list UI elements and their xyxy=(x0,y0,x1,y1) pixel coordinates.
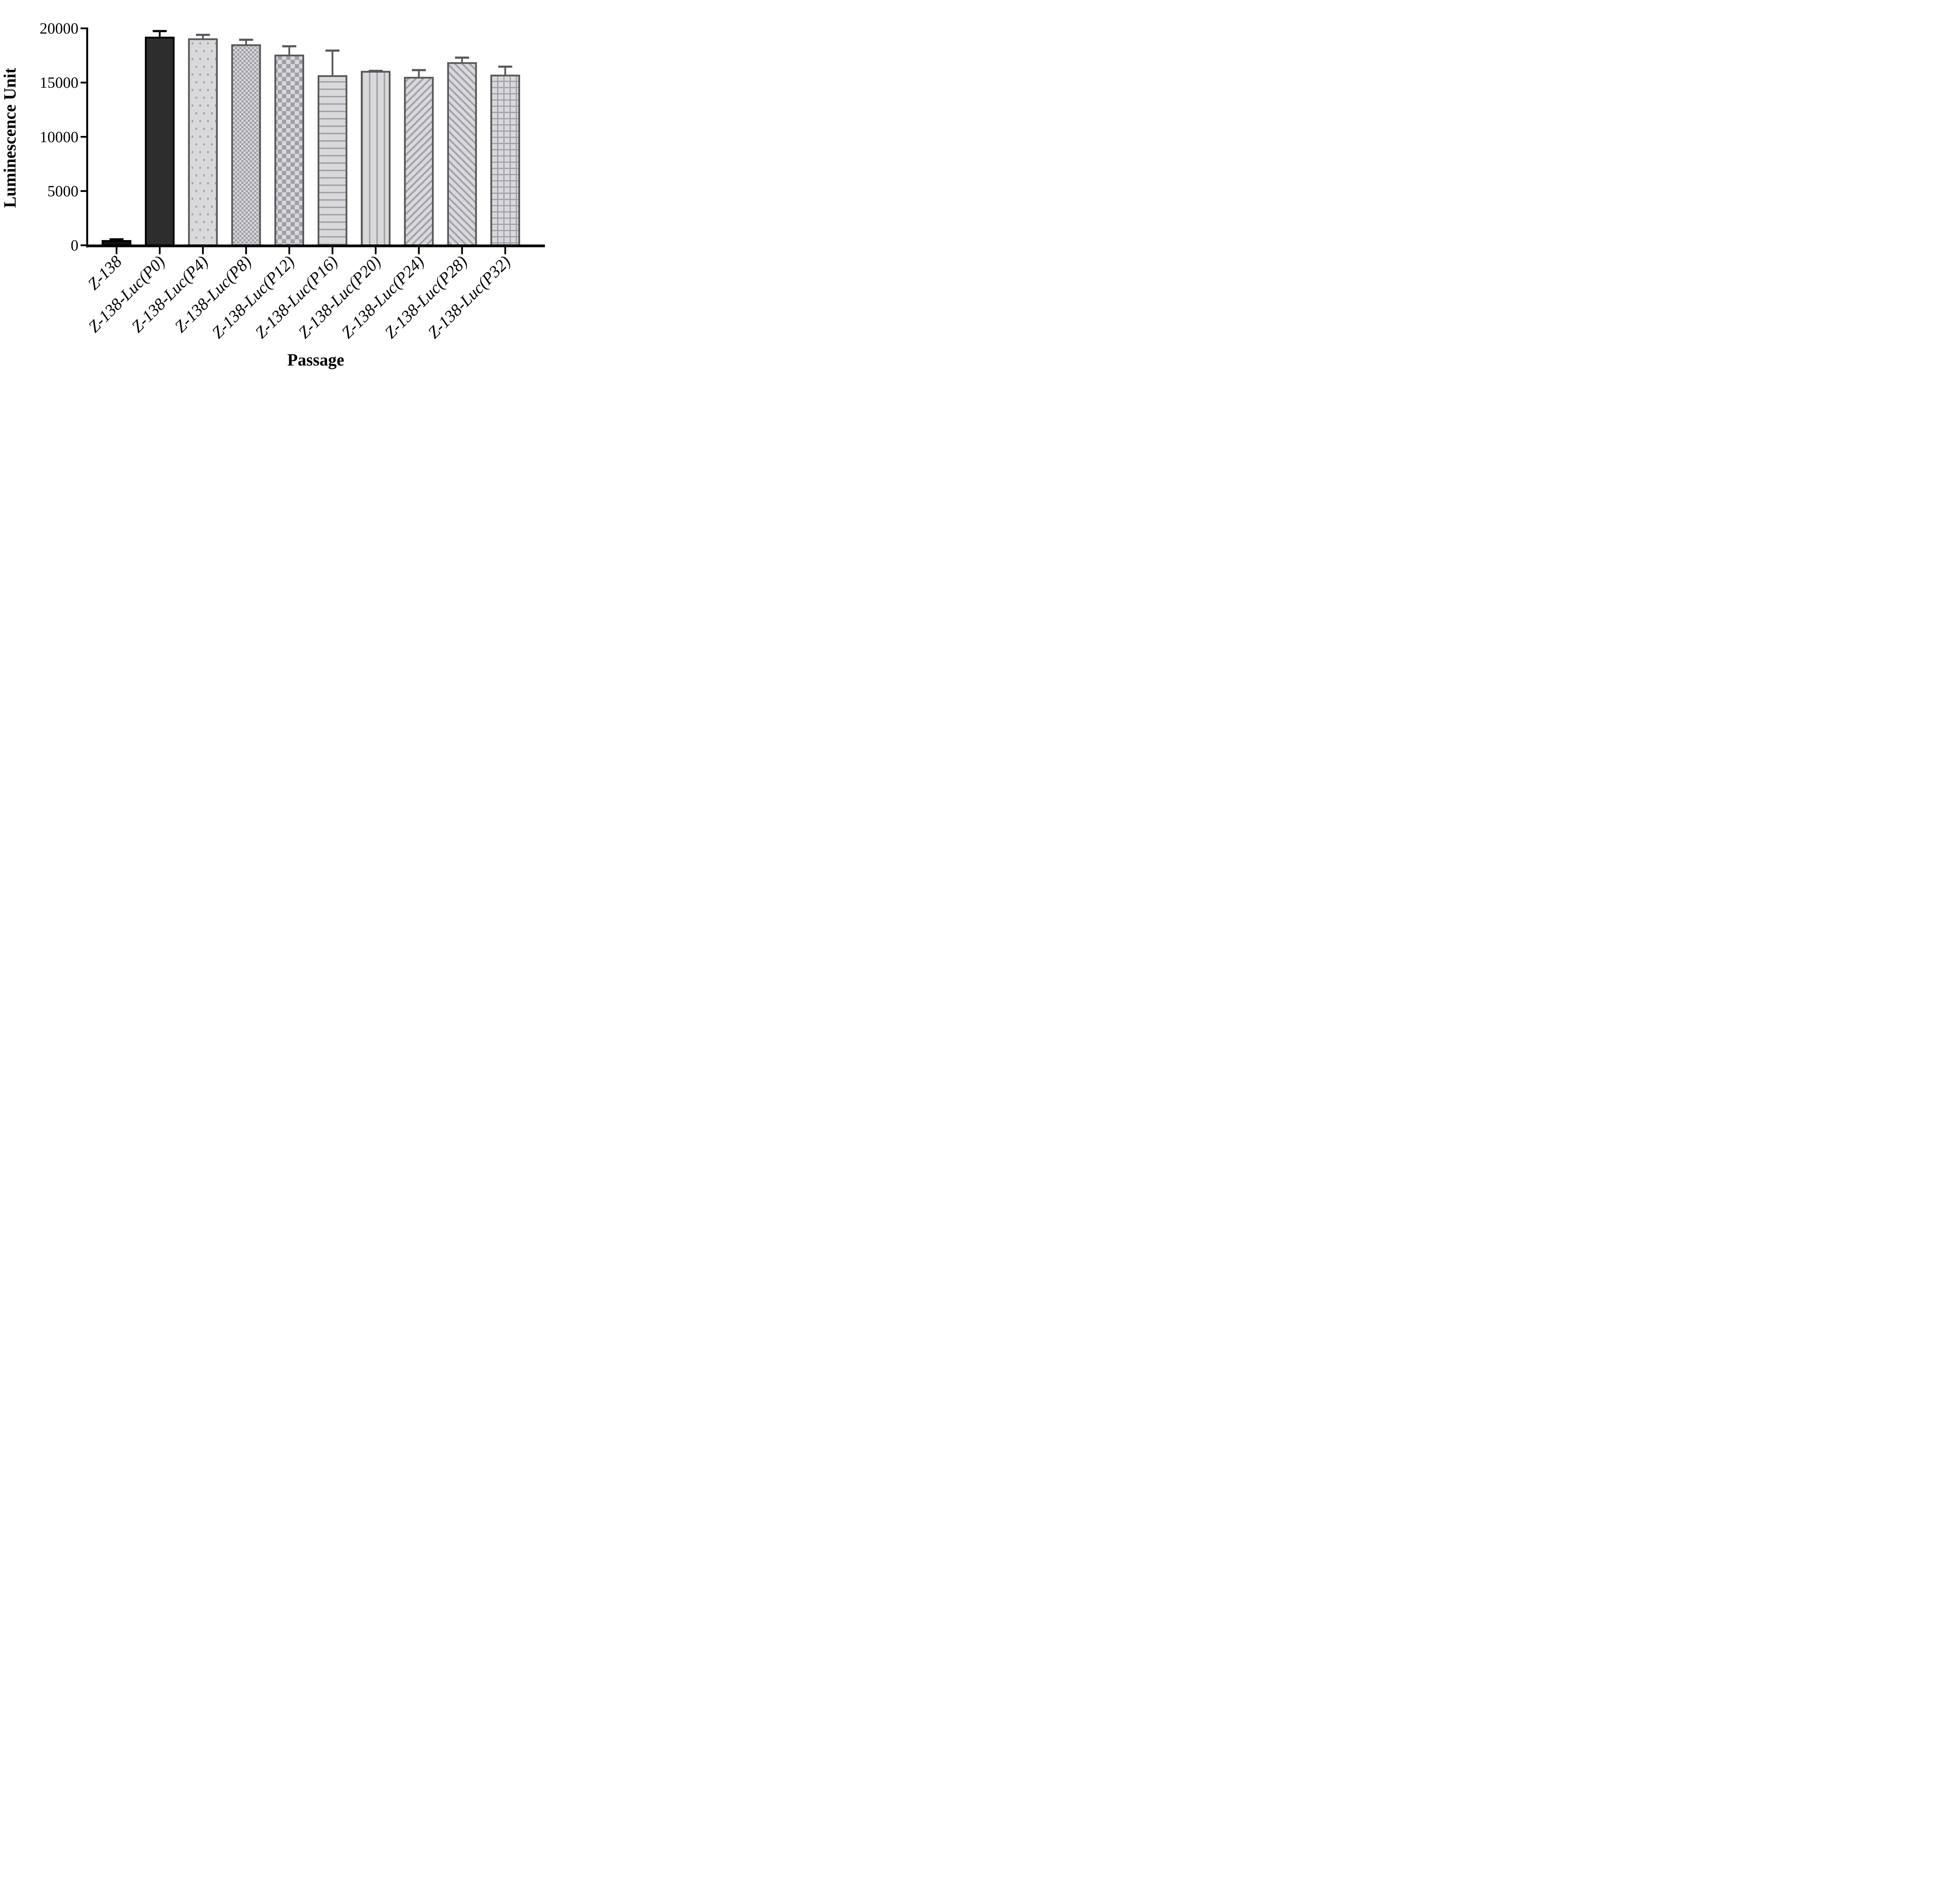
bar-Z-138-Luc(P28) xyxy=(447,62,477,246)
bar-Z-138-Luc(P24) xyxy=(404,77,434,246)
y-tick-label: 10000 xyxy=(40,128,78,146)
x-tick-label: Z-138-Luc(P8) xyxy=(171,252,255,336)
y-axis-line xyxy=(86,28,88,247)
bar-Z-138-Luc(P4) xyxy=(188,38,218,246)
y-tick-label: 0 xyxy=(71,237,78,254)
x-axis-title: Passage xyxy=(287,350,345,369)
bar-Z-138-Luc(P12) xyxy=(274,54,305,246)
bar-Z-138-Luc(P20) xyxy=(360,71,391,246)
bars-layer xyxy=(101,37,520,246)
x-tick-label: Z-138-Luc(P4) xyxy=(128,252,212,336)
x-tick-label: Z-138-Luc(P0) xyxy=(85,252,169,336)
bar-Z-138-Luc(P8) xyxy=(231,44,261,246)
bar-Z-138-Luc(P16) xyxy=(317,75,348,246)
axes-layer xyxy=(80,27,545,254)
error-bars-layer xyxy=(110,30,512,242)
bar-Z-138-Luc(P0) xyxy=(144,37,175,246)
chart-canvas: Z-138Z-138-Luc(P0)Z-138-Luc(P4)Z-138-Luc… xyxy=(0,20,545,369)
y-tick-label: 5000 xyxy=(47,182,78,200)
bar-chart-figure: Z-138 Z-138-Luc(P0) Z-138-Luc(P4) Z-138-Luc… xyxy=(0,0,550,381)
y-tick-label: 15000 xyxy=(40,74,78,91)
x-tick-label: Z-138 xyxy=(84,252,125,293)
y-tick-label: 20000 xyxy=(40,20,78,37)
y-axis-title: Luminescence Unit xyxy=(0,68,19,208)
x-axis-line xyxy=(86,244,545,247)
bar-Z-138-Luc(P32) xyxy=(490,75,520,246)
